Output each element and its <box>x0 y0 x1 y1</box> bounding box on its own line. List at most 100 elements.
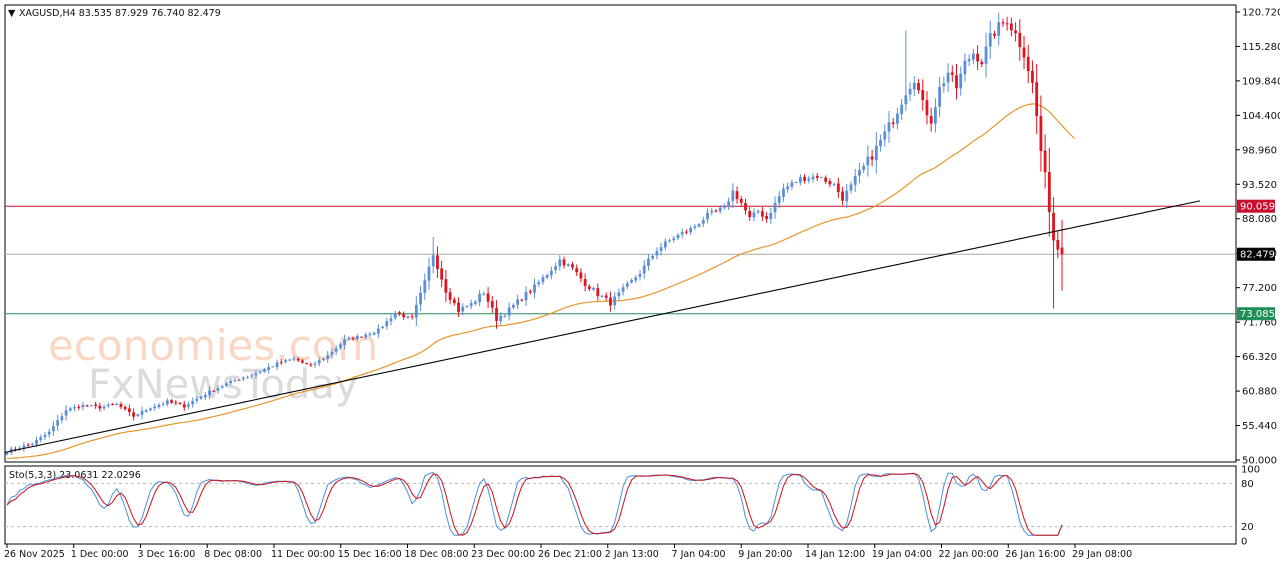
candle-body <box>119 404 123 408</box>
candle-body <box>149 408 152 411</box>
candle-body <box>575 268 579 273</box>
candle-body <box>98 405 102 409</box>
candle-body <box>1026 56 1030 72</box>
candle-body <box>317 360 321 364</box>
candle-body <box>533 284 536 293</box>
candle-body <box>824 177 828 182</box>
candle-body <box>934 107 937 124</box>
candle-body <box>697 224 701 227</box>
candle-body <box>630 279 633 283</box>
candle-body <box>144 410 148 412</box>
candle-body <box>482 293 486 295</box>
candle-body <box>106 404 110 406</box>
candle-body <box>866 156 870 166</box>
candle-body <box>14 449 17 451</box>
candle-body <box>663 241 667 248</box>
candle-body <box>929 115 933 124</box>
candle-body <box>495 308 498 321</box>
candles-layer <box>5 12 1064 456</box>
candle-body <box>60 416 64 421</box>
moving-average-layer <box>6 103 1076 460</box>
candle-body <box>587 286 591 290</box>
stochastic-scale-label: 20 <box>1241 522 1254 533</box>
candle-body <box>313 363 317 366</box>
candle-body <box>452 299 456 304</box>
candle-body <box>431 255 435 267</box>
candle-body <box>250 375 254 377</box>
time-tick-label: 19 Jan 04:00 <box>872 549 932 560</box>
candle-body <box>351 337 355 340</box>
candle-body <box>997 22 1001 36</box>
stochastic-signal-line <box>6 472 1063 536</box>
price-pane <box>4 4 1237 463</box>
candle-body <box>140 410 144 415</box>
candle-body <box>73 407 76 409</box>
candle-body <box>136 414 140 417</box>
candle-body <box>908 88 912 95</box>
candle-body <box>714 210 718 212</box>
candle-body <box>427 266 431 281</box>
candle-body <box>296 358 300 361</box>
candle-body <box>385 321 389 327</box>
candle-body <box>52 426 55 432</box>
candle-body <box>161 403 165 405</box>
candle-body <box>444 279 448 293</box>
candle-body <box>634 277 638 281</box>
price-tag-green: 73.085 <box>1240 309 1275 320</box>
time-tick-label: 2 Jan 13:00 <box>605 549 659 560</box>
candle-body <box>503 315 507 317</box>
candle-body <box>419 292 422 305</box>
candle-body <box>90 405 93 407</box>
candle-body <box>604 295 608 298</box>
candle-body <box>524 291 528 301</box>
candle-body <box>1035 82 1039 117</box>
candle-body <box>528 291 532 293</box>
price-tick-label: 93.520 <box>1242 180 1277 191</box>
candle-body <box>883 131 887 140</box>
candle-body <box>896 113 899 124</box>
candle-body <box>545 275 549 278</box>
stochastic-scale-label: 80 <box>1241 479 1254 490</box>
candle-body <box>406 316 410 318</box>
candle-body <box>959 73 963 89</box>
candle-body <box>284 360 287 362</box>
candle-body <box>1031 70 1034 83</box>
candle-body <box>381 326 384 329</box>
candle-body <box>203 394 207 398</box>
candle-body <box>879 139 882 147</box>
candle-body <box>853 176 857 185</box>
candle-body <box>642 265 646 274</box>
candle-body <box>1060 247 1064 255</box>
candle-body <box>254 373 258 376</box>
candle-body <box>414 304 418 318</box>
header-arrow-icon[interactable]: ▼ <box>8 8 16 19</box>
price-tick-label: 55.440 <box>1242 421 1277 432</box>
candle-body <box>891 122 895 124</box>
candle-body <box>912 82 916 90</box>
candle-body <box>988 33 992 47</box>
candle-body <box>436 255 439 269</box>
candle-body <box>199 396 203 399</box>
candle-body <box>621 287 625 292</box>
candle-body <box>845 190 849 202</box>
candle-body <box>1039 116 1043 152</box>
candle-body <box>760 211 764 217</box>
time-tick-label: 14 Jan 12:00 <box>805 549 865 560</box>
candle-body <box>102 406 106 409</box>
candle-body <box>182 404 186 408</box>
candle-body <box>617 292 621 297</box>
candle-body <box>39 437 43 440</box>
candle-body <box>811 176 815 180</box>
candle-body <box>423 280 427 293</box>
price-tick-label: 88.080 <box>1242 214 1277 225</box>
candle-body <box>946 72 950 83</box>
candle-body <box>1018 32 1022 48</box>
candle-body <box>1022 47 1026 58</box>
candle-body <box>900 104 904 115</box>
candle-body <box>520 299 524 301</box>
candle-body <box>739 198 743 203</box>
time-tick-label: 26 Jan 16:00 <box>1005 549 1065 560</box>
candle-body <box>710 210 714 213</box>
candle-body <box>807 178 811 181</box>
candle-body <box>398 312 401 315</box>
